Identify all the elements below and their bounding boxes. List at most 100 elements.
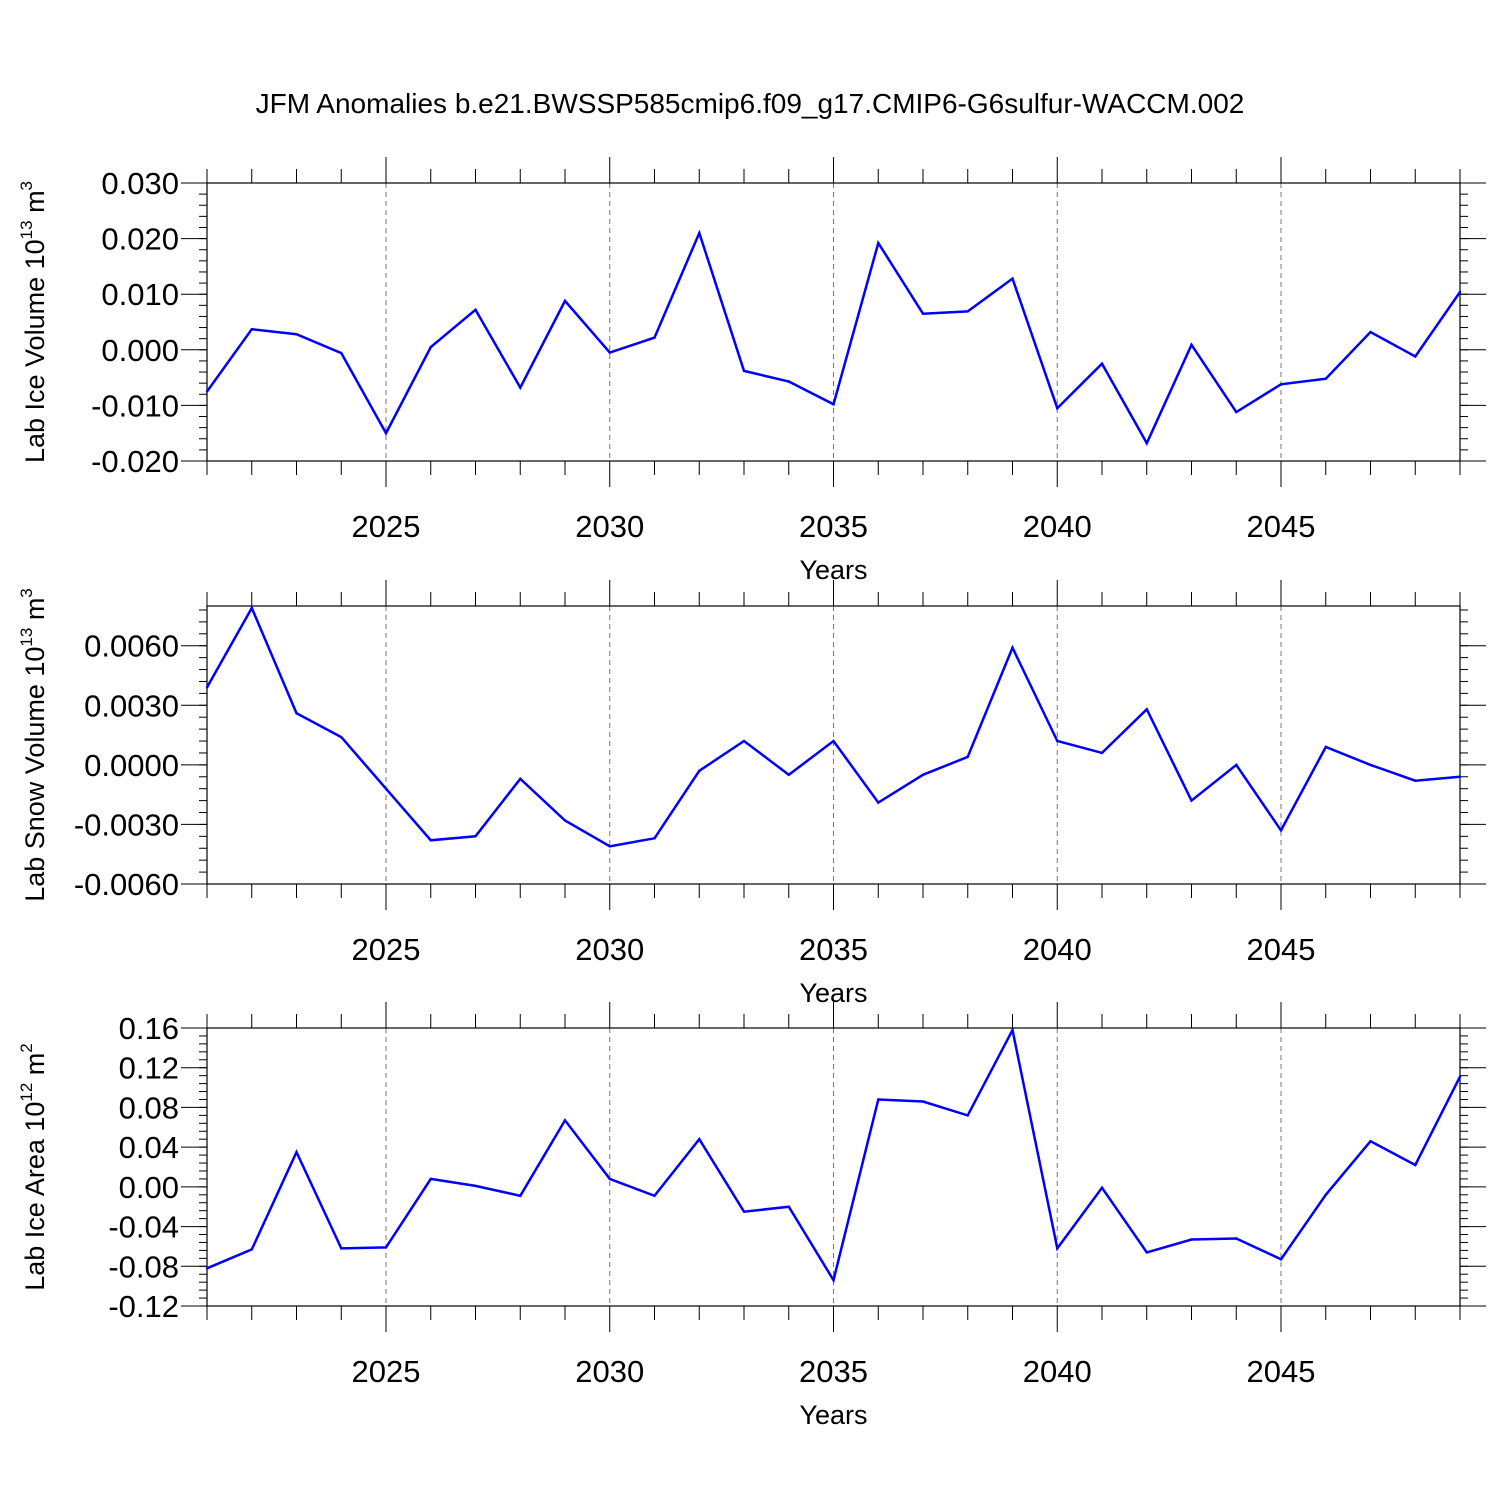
data-point [1100,362,1104,365]
data-point [1011,646,1014,649]
data-point [1235,763,1238,767]
data-point [1100,751,1104,755]
data-point [1235,1237,1238,1240]
data-point [1458,775,1462,778]
data-point [1056,1247,1059,1250]
data-point [1369,763,1372,767]
data-point [1458,290,1462,294]
y-tick-label: -0.0060 [74,867,179,902]
data-point [1056,739,1059,743]
data-point [966,1114,969,1117]
data-point [1145,708,1148,711]
data-point [1056,406,1059,410]
x-tick-label: 2025 [352,1354,421,1389]
x-tick-label: 2030 [575,932,644,967]
data-point [787,380,790,383]
chart-panel-3: -0.12 -0.08 -0.04 0.00 0.04 0.08 0.12 0.16 2025 2… [17,1002,1486,1430]
y-tick-label: -0.0030 [74,807,179,842]
page-title: JFM Anomalies b.e21.BWSSP585cmip6.f09_g1… [255,88,1245,119]
data-point [877,1098,880,1101]
x-axis-label: Years [799,1400,867,1430]
data-point [832,739,835,743]
x-tick-label: 2045 [1247,509,1316,544]
data-point [698,769,701,773]
data-point [1190,799,1193,802]
data-point [474,308,477,311]
y-tick-label: 0.12 [119,1051,179,1086]
data-point [742,739,746,743]
data-point [1145,442,1148,445]
y-tick-label: 0.0000 [84,748,179,783]
data-point [921,312,925,315]
data-point [474,835,477,838]
chart-panel-1: -0.020 -0.010 0.000 0.010 0.020 0.030 2025 2030… [17,157,1486,585]
x-tick-label: 2040 [1023,1354,1092,1389]
data-point [563,819,567,822]
data-point [1324,745,1327,749]
y-tick-label: 0.0030 [84,688,179,723]
data-point [295,712,298,715]
y-tick-label: -0.12 [108,1289,179,1324]
y-tick-label: 0.00 [119,1170,179,1205]
data-point [1100,1186,1104,1190]
y-axis-label: Lab Snow Volume 1013 m3 [17,588,50,902]
data-point [608,351,611,354]
data-point [250,1248,253,1251]
data-point [250,328,253,331]
data-point [340,351,343,355]
data-point [295,1150,298,1154]
y-tick-label: 0.000 [101,333,179,368]
data-point [1458,1075,1462,1078]
x-tick-label: 2035 [799,932,868,967]
data-point [787,773,790,776]
y-axis-label-text: Lab Snow Volume 10 [20,647,50,902]
data-point [519,1194,522,1197]
data-point [653,837,656,840]
y-tick-label: 0.16 [119,1011,179,1046]
data-point [698,231,701,235]
x-tick-label: 2025 [352,509,421,544]
data-point [787,1205,790,1208]
data-point [1279,1258,1283,1261]
data-point [1369,330,1372,334]
data-point [384,432,388,435]
y-tick-label: 0.0060 [84,629,179,664]
data-point [429,345,432,349]
y-tick-label: 0.010 [101,277,179,312]
data-point [563,299,567,303]
y-tick-label: -0.010 [91,388,179,423]
y-tick-label: -0.04 [108,1210,179,1245]
data-point [205,686,209,689]
data-point [921,1100,925,1103]
data-point [832,1278,835,1282]
y-axis-label: Lab Ice Volume 1013 m3 [17,181,50,463]
data-point [966,310,969,313]
data-point [1190,343,1193,346]
x-tick-label: 2040 [1023,932,1092,967]
y-axis-label-exponent: 13 [17,220,36,239]
x-tick-label: 2035 [799,509,868,544]
data-point [340,1247,343,1250]
data-point [1235,410,1238,414]
y-tick-label: 0.030 [101,166,179,201]
x-tick-label: 2030 [575,1354,644,1389]
data-point [563,1119,567,1122]
data-point [429,1177,432,1181]
data-point [742,1210,746,1213]
y-axis-label-unit-exponent: 3 [17,181,36,190]
x-tick-label: 2040 [1023,509,1092,544]
data-point [1279,829,1283,832]
y-axis-label-unit: m [20,598,50,628]
data-point [1011,1028,1014,1032]
data-point [295,333,298,336]
data-point [384,1246,388,1249]
data-point [653,336,656,339]
data-point [1324,377,1327,380]
y-tick-label: 0.04 [119,1130,179,1165]
y-axis-label-exponent: 12 [17,1083,36,1102]
y-tick-label: 0.020 [101,222,179,257]
data-point [877,241,880,245]
chart-panel-2: -0.0060 -0.0030 0.0000 0.0030 0.0060 2025 2030… [17,580,1486,1008]
data-point [966,755,969,759]
